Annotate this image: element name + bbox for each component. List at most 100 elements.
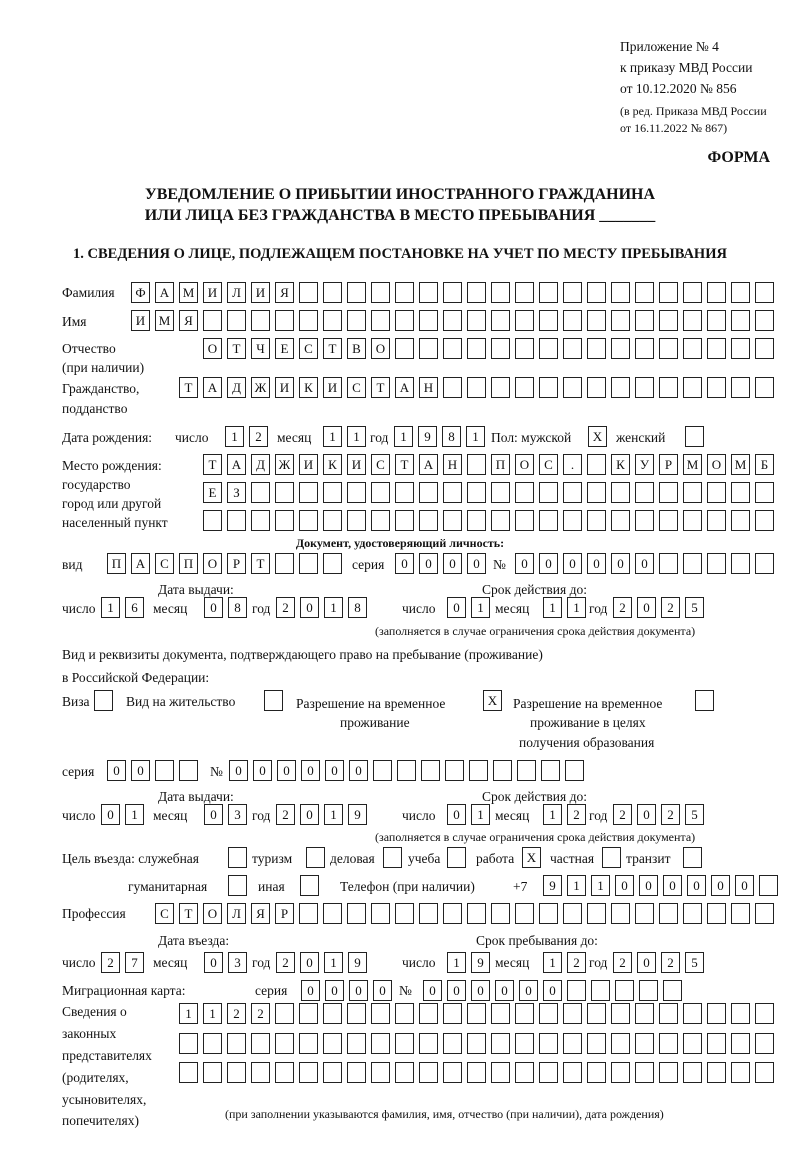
char-box-name[interactable] [731, 310, 750, 331]
char-box-rep2[interactable] [203, 1033, 222, 1054]
char-box-birthplace3[interactable] [419, 510, 438, 531]
char-box-surname[interactable] [587, 282, 606, 303]
char-box-doc-kind[interactable]: С [155, 553, 174, 574]
char-box-entry-year[interactable]: 1 [324, 952, 343, 973]
char-box-birthplace1[interactable]: Т [203, 454, 222, 475]
char-box-doc-valid-month[interactable]: 1 [543, 597, 562, 618]
char-box-rep2[interactable] [347, 1033, 366, 1054]
char-box-rep2[interactable] [755, 1033, 774, 1054]
char-box-surname[interactable] [515, 282, 534, 303]
checkbox-p-tourism[interactable] [306, 847, 325, 868]
char-box-phone[interactable]: 0 [615, 875, 634, 896]
char-box-surname[interactable] [347, 282, 366, 303]
char-box-profession[interactable] [443, 903, 462, 924]
char-box-patronymic[interactable] [515, 338, 534, 359]
char-box-mc-number[interactable] [615, 980, 634, 1001]
char-box-stay-number[interactable] [397, 760, 416, 781]
char-box-birthplace1[interactable]: С [539, 454, 558, 475]
char-box-patronymic[interactable] [491, 338, 510, 359]
char-box-name[interactable] [587, 310, 606, 331]
char-box-until-year[interactable]: 2 [661, 952, 680, 973]
char-box-birthplace3[interactable] [371, 510, 390, 531]
char-box-rep2[interactable] [467, 1033, 486, 1054]
char-box-birthplace3[interactable] [563, 510, 582, 531]
char-box-rep3[interactable] [563, 1062, 582, 1083]
char-box-rep2[interactable] [227, 1033, 246, 1054]
char-box-phone[interactable]: 0 [639, 875, 658, 896]
char-box-doc-kind[interactable]: О [203, 553, 222, 574]
char-box-birthplace3[interactable] [659, 510, 678, 531]
char-box-birthplace2[interactable] [443, 482, 462, 503]
char-box-birthplace2[interactable] [611, 482, 630, 503]
char-box-rep1[interactable] [467, 1003, 486, 1024]
char-box-phone[interactable] [759, 875, 778, 896]
char-box-rep1[interactable] [371, 1003, 390, 1024]
char-box-name[interactable]: М [155, 310, 174, 331]
char-box-profession[interactable] [491, 903, 510, 924]
char-box-rep3[interactable] [275, 1062, 294, 1083]
char-box-doc-valid-day[interactable]: 0 [447, 597, 466, 618]
char-box-birthplace2[interactable] [563, 482, 582, 503]
char-box-birthplace1[interactable] [467, 454, 486, 475]
char-box-birthplace1[interactable]: И [299, 454, 318, 475]
char-box-rep2[interactable] [251, 1033, 270, 1054]
char-box-entry-month[interactable]: 3 [228, 952, 247, 973]
char-box-until-year[interactable]: 5 [685, 952, 704, 973]
char-box-patronymic[interactable]: Т [227, 338, 246, 359]
char-box-phone[interactable]: 9 [543, 875, 562, 896]
char-box-doc-issue-month[interactable]: 0 [204, 597, 223, 618]
checkbox-visa[interactable] [94, 690, 113, 711]
char-box-citizenship[interactable] [707, 377, 726, 398]
char-box-mc-number[interactable]: 0 [471, 980, 490, 1001]
char-box-birthplace1[interactable]: А [419, 454, 438, 475]
char-box-birthplace2[interactable] [275, 482, 294, 503]
char-box-citizenship[interactable]: Т [371, 377, 390, 398]
char-box-birthplace2[interactable]: Е [203, 482, 222, 503]
char-box-stay-number[interactable] [565, 760, 584, 781]
char-box-birthplace2[interactable] [707, 482, 726, 503]
char-box-doc-valid-day[interactable]: 1 [471, 597, 490, 618]
char-box-patronymic[interactable] [755, 338, 774, 359]
char-box-rep1[interactable] [275, 1003, 294, 1024]
char-box-birthplace2[interactable]: З [227, 482, 246, 503]
char-box-patronymic[interactable] [731, 338, 750, 359]
char-box-citizenship[interactable] [659, 377, 678, 398]
char-box-name[interactable]: Я [179, 310, 198, 331]
char-box-stay-valid-year[interactable]: 5 [685, 804, 704, 825]
char-box-birthplace2[interactable] [539, 482, 558, 503]
char-box-stay-issue-month[interactable]: 3 [228, 804, 247, 825]
char-box-birth-month[interactable]: 1 [323, 426, 342, 447]
char-box-until-day[interactable]: 9 [471, 952, 490, 973]
char-box-birthplace3[interactable] [611, 510, 630, 531]
char-box-entry-day[interactable]: 2 [101, 952, 120, 973]
char-box-patronymic[interactable] [563, 338, 582, 359]
checkbox-temp-residence[interactable]: X [483, 690, 502, 711]
char-box-birthplace2[interactable] [515, 482, 534, 503]
char-box-citizenship[interactable]: А [203, 377, 222, 398]
char-box-birthplace1[interactable]: Д [251, 454, 270, 475]
char-box-stay-number[interactable]: 0 [301, 760, 320, 781]
char-box-doc-number[interactable] [755, 553, 774, 574]
char-box-doc-series[interactable]: 0 [443, 553, 462, 574]
char-box-until-month[interactable]: 2 [567, 952, 586, 973]
char-box-doc-kind[interactable]: П [107, 553, 126, 574]
char-box-mc-number[interactable]: 0 [423, 980, 442, 1001]
char-box-citizenship[interactable] [587, 377, 606, 398]
char-box-stay-issue-year[interactable]: 9 [348, 804, 367, 825]
char-box-stay-number[interactable] [373, 760, 392, 781]
char-box-surname[interactable] [443, 282, 462, 303]
char-box-doc-number[interactable] [707, 553, 726, 574]
char-box-mc-number[interactable] [567, 980, 586, 1001]
char-box-name[interactable] [251, 310, 270, 331]
char-box-entry-year[interactable]: 9 [348, 952, 367, 973]
char-box-patronymic[interactable] [587, 338, 606, 359]
char-box-surname[interactable] [755, 282, 774, 303]
char-box-mc-number[interactable]: 0 [543, 980, 562, 1001]
char-box-citizenship[interactable] [443, 377, 462, 398]
char-box-rep3[interactable] [323, 1062, 342, 1083]
char-box-citizenship[interactable] [563, 377, 582, 398]
char-box-rep3[interactable] [443, 1062, 462, 1083]
char-box-rep2[interactable] [659, 1033, 678, 1054]
char-box-rep3[interactable] [491, 1062, 510, 1083]
char-box-profession[interactable] [707, 903, 726, 924]
